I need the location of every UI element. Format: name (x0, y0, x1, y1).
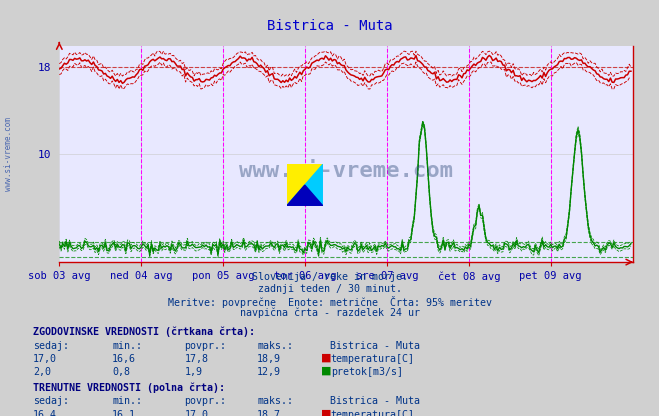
Text: maks.:: maks.: (257, 396, 293, 406)
Text: sedaj:: sedaj: (33, 341, 69, 351)
Text: Slovenija / reke in morje.: Slovenija / reke in morje. (252, 272, 407, 282)
Text: povpr.:: povpr.: (185, 396, 227, 406)
Text: 18,9: 18,9 (257, 354, 281, 364)
Text: temperatura[C]: temperatura[C] (331, 410, 415, 416)
Text: temperatura[C]: temperatura[C] (331, 354, 415, 364)
Text: 12,9: 12,9 (257, 367, 281, 377)
Text: 17,0: 17,0 (185, 410, 208, 416)
Text: 2,0: 2,0 (33, 367, 51, 377)
Text: zadnji teden / 30 minut.: zadnji teden / 30 minut. (258, 284, 401, 294)
Text: www.si-vreme.com: www.si-vreme.com (4, 117, 13, 191)
Text: TRENUTNE VREDNOSTI (polna črta):: TRENUTNE VREDNOSTI (polna črta): (33, 382, 225, 393)
Text: min.:: min.: (112, 341, 142, 351)
Text: navpična črta - razdelek 24 ur: navpična črta - razdelek 24 ur (239, 307, 420, 318)
Text: 16,6: 16,6 (112, 354, 136, 364)
Text: 17,8: 17,8 (185, 354, 208, 364)
Text: sedaj:: sedaj: (33, 396, 69, 406)
Text: ■: ■ (321, 366, 331, 376)
Polygon shape (287, 164, 323, 206)
Text: Bistrica - Muta: Bistrica - Muta (330, 341, 420, 351)
Text: maks.:: maks.: (257, 341, 293, 351)
Text: Bistrica - Muta: Bistrica - Muta (267, 19, 392, 33)
Polygon shape (287, 164, 323, 206)
Text: ■: ■ (321, 409, 331, 416)
Text: 1,9: 1,9 (185, 367, 202, 377)
Text: Meritve: povprečne  Enote: metrične  Črta: 95% meritev: Meritve: povprečne Enote: metrične Črta:… (167, 296, 492, 308)
Text: povpr.:: povpr.: (185, 341, 227, 351)
Text: 16,1: 16,1 (112, 410, 136, 416)
Text: ZGODOVINSKE VREDNOSTI (črtkana črta):: ZGODOVINSKE VREDNOSTI (črtkana črta): (33, 327, 255, 337)
Text: 17,0: 17,0 (33, 354, 57, 364)
Text: 18,7: 18,7 (257, 410, 281, 416)
Text: www.si-vreme.com: www.si-vreme.com (239, 161, 453, 181)
Text: pretok[m3/s]: pretok[m3/s] (331, 367, 403, 377)
Text: min.:: min.: (112, 396, 142, 406)
Text: 16,4: 16,4 (33, 410, 57, 416)
Text: ■: ■ (321, 353, 331, 363)
Text: Bistrica - Muta: Bistrica - Muta (330, 396, 420, 406)
Text: 0,8: 0,8 (112, 367, 130, 377)
Polygon shape (287, 185, 323, 206)
